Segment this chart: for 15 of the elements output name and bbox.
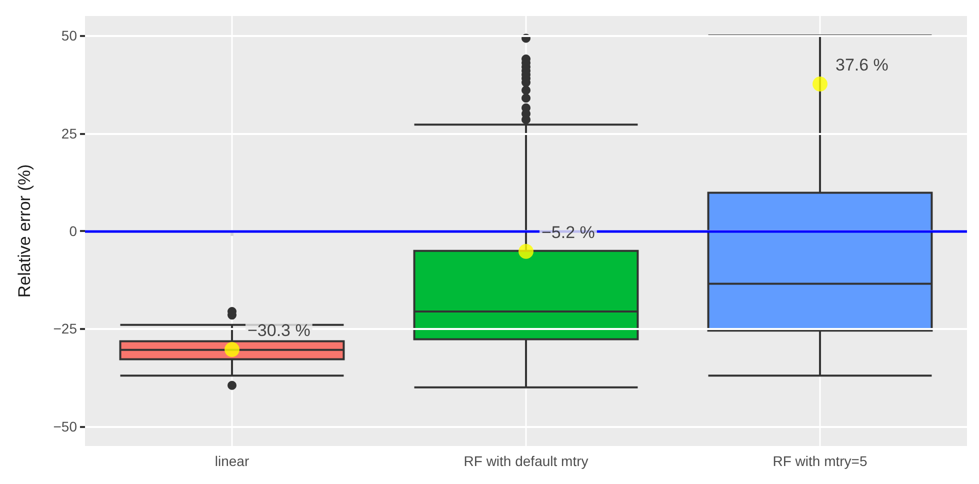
x-tick-label: RF with default mtry bbox=[464, 453, 588, 469]
point bbox=[518, 244, 534, 259]
y-tick-label: −50 bbox=[53, 418, 78, 434]
x-tick-label: linear bbox=[214, 453, 250, 469]
y-axis-title: Relative error (%) bbox=[15, 164, 34, 298]
data-label: −5.2 % bbox=[542, 222, 595, 242]
point bbox=[224, 342, 240, 357]
y-tick-label: −25 bbox=[53, 320, 78, 337]
y-tick-label: 25 bbox=[61, 125, 78, 142]
x-tick-label: RF with mtry=5 bbox=[772, 453, 868, 469]
y-tick-label: 50 bbox=[61, 28, 78, 44]
data-label: −30.3 % bbox=[248, 320, 310, 340]
y-tick-label: 0 bbox=[69, 223, 78, 239]
data-label: 37.6 % bbox=[836, 56, 888, 75]
point bbox=[812, 76, 828, 92]
